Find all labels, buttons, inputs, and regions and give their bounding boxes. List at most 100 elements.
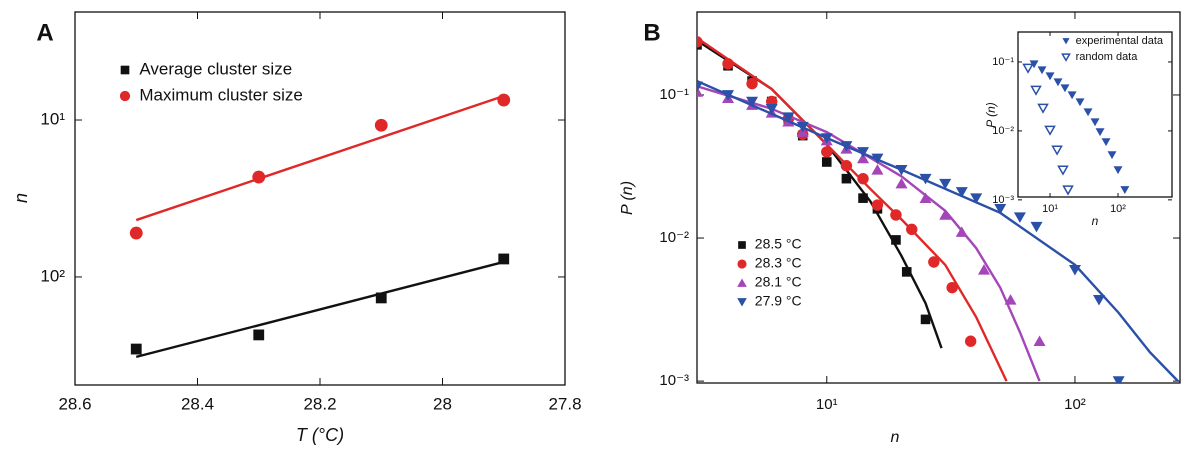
legend-marker bbox=[1061, 53, 1071, 62]
marker bbox=[375, 292, 387, 304]
x-tick-label: 10² bbox=[1064, 396, 1086, 413]
legend-marker bbox=[120, 65, 130, 75]
marker bbox=[1075, 98, 1085, 107]
marker bbox=[498, 253, 510, 265]
marker bbox=[820, 133, 833, 144]
legend-label: Maximum cluster size bbox=[139, 85, 302, 104]
x-tick-label: 10² bbox=[1110, 203, 1126, 215]
marker bbox=[746, 96, 759, 108]
marker bbox=[782, 112, 795, 123]
marker bbox=[821, 157, 832, 167]
marker bbox=[1045, 72, 1055, 81]
marker bbox=[871, 164, 884, 175]
x-tick-label: 28.6 bbox=[58, 394, 91, 413]
marker bbox=[955, 187, 968, 198]
marker bbox=[1060, 84, 1070, 93]
y-tick-label: 10¹ bbox=[40, 109, 65, 128]
y-tick-label: 10⁻² bbox=[992, 125, 1014, 137]
legend-marker bbox=[737, 278, 747, 287]
marker bbox=[964, 335, 977, 347]
marker bbox=[1101, 138, 1111, 147]
marker bbox=[1004, 294, 1017, 305]
marker bbox=[1068, 264, 1081, 276]
marker bbox=[891, 235, 901, 245]
legend-label: random data bbox=[1076, 51, 1139, 63]
legend-marker bbox=[1062, 38, 1070, 45]
marker bbox=[1051, 145, 1063, 156]
legend-label: experimental data bbox=[1076, 35, 1164, 47]
marker bbox=[497, 93, 511, 107]
fit-line bbox=[135, 260, 505, 359]
marker bbox=[1067, 91, 1077, 100]
marker bbox=[901, 267, 912, 277]
legend-label: 28.3 °C bbox=[755, 255, 802, 271]
y-tick-label: 10⁻³ bbox=[992, 194, 1014, 206]
marker bbox=[1030, 221, 1043, 233]
marker bbox=[977, 264, 990, 275]
marker bbox=[920, 314, 931, 325]
marker bbox=[928, 256, 940, 268]
plot-frame bbox=[74, 11, 566, 386]
marker bbox=[1083, 108, 1093, 117]
y-axis-label: P (n) bbox=[984, 102, 998, 128]
y-tick-label: 10⁻² bbox=[659, 229, 689, 246]
x-axis-label: T (°C) bbox=[296, 425, 344, 445]
marker bbox=[252, 170, 266, 184]
marker bbox=[955, 226, 968, 237]
marker bbox=[722, 58, 734, 70]
x-tick-label: 10¹ bbox=[816, 396, 838, 413]
marker bbox=[697, 36, 703, 48]
legend-label: 28.1 °C bbox=[755, 274, 802, 290]
marker bbox=[840, 160, 853, 172]
marker bbox=[857, 172, 869, 185]
x-tick-label: 28.2 bbox=[303, 394, 336, 413]
marker bbox=[1022, 63, 1034, 74]
marker bbox=[374, 118, 388, 132]
marker bbox=[946, 281, 958, 294]
marker bbox=[746, 77, 758, 90]
marker bbox=[1120, 186, 1130, 195]
marker bbox=[840, 141, 853, 152]
plot-frame bbox=[1017, 31, 1173, 198]
legend-marker bbox=[738, 241, 746, 249]
marker bbox=[841, 173, 852, 184]
marker bbox=[129, 226, 143, 240]
y-tick-label: 10⁻¹ bbox=[992, 56, 1014, 68]
marker bbox=[1113, 166, 1123, 175]
marker bbox=[857, 152, 870, 164]
legend-marker bbox=[119, 90, 131, 102]
marker bbox=[1037, 66, 1047, 75]
x-tick-label: 28 bbox=[433, 394, 452, 413]
legend-label: 27.9 °C bbox=[755, 293, 802, 309]
marker bbox=[1057, 165, 1069, 176]
marker bbox=[970, 193, 983, 204]
y-axis-label: P (n) bbox=[619, 181, 636, 215]
marker bbox=[1033, 335, 1046, 347]
marker bbox=[796, 121, 809, 133]
marker bbox=[1062, 185, 1074, 196]
marker bbox=[1090, 118, 1100, 127]
y-tick-label: 10⁻³ bbox=[659, 372, 689, 389]
fit-line bbox=[135, 94, 505, 222]
panel-letter: A bbox=[36, 19, 53, 46]
marker bbox=[895, 164, 908, 176]
legend-label: 28.5 °C bbox=[755, 236, 802, 252]
marker bbox=[994, 204, 1007, 215]
marker bbox=[130, 343, 142, 355]
marker bbox=[253, 329, 265, 341]
marker bbox=[1053, 78, 1063, 87]
marker bbox=[871, 153, 884, 165]
x-tick-label: 10¹ bbox=[1042, 203, 1058, 215]
marker bbox=[765, 104, 778, 115]
marker bbox=[857, 147, 870, 158]
marker bbox=[1037, 103, 1049, 114]
marker bbox=[1107, 151, 1117, 160]
marker bbox=[939, 209, 952, 220]
legend-marker bbox=[737, 259, 747, 269]
marker bbox=[919, 192, 932, 203]
marker bbox=[939, 178, 952, 190]
marker bbox=[697, 81, 703, 92]
fit-line bbox=[697, 79, 1179, 382]
x-axis-label: n bbox=[1092, 214, 1099, 228]
x-tick-label: 27.8 bbox=[548, 394, 581, 413]
